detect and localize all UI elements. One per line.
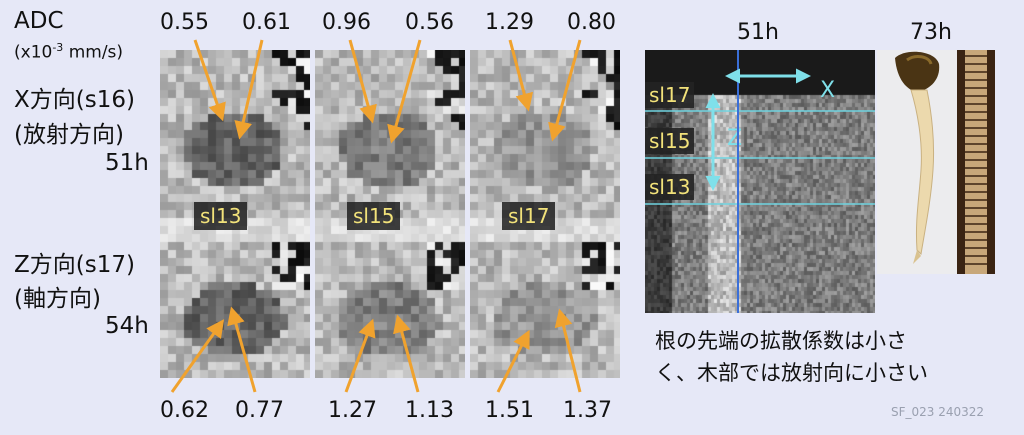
adc-value: 1.29 [485,10,534,35]
adc-label: ADC [14,8,64,34]
adc-value: 1.37 [563,398,612,423]
slide-footer: SF_023 240322 [891,405,985,419]
slice-tag: sl15 [347,202,401,230]
adc-value: 1.51 [485,398,534,423]
axis-z-label: Z [727,126,743,151]
units-exponent: -3 [52,41,64,54]
slice-tag: sl13 [194,202,248,230]
x-direction-label: X方向(s16) [14,87,135,113]
photo-time-label: 73h [910,20,952,45]
slice-label: sl17 [645,82,695,108]
mri-time-label: 51h [737,20,779,45]
adc-value: 0.77 [235,398,284,423]
adc-value: 1.27 [328,398,377,423]
z-direction-sub: (軸方向) [14,286,101,312]
adc-value: 0.56 [405,10,454,35]
adc-value: 1.13 [405,398,454,423]
z-direction-label: Z方向(s17) [14,252,135,278]
mri-longitudinal-view: sl17 sl15 sl13 X Z [645,50,875,313]
slice-label: sl13 [645,174,695,200]
adc-value: 0.62 [160,398,209,423]
adc-value: 0.55 [160,10,209,35]
caption-line-2: く、木部では放射向に小さい [655,361,928,385]
slice-label: sl15 [645,128,695,154]
adc-units: (x10-3 mm/s) [14,41,123,63]
adc-panel-sl15: sl15 [315,50,465,378]
x-direction-sub: (放射方向) [14,122,124,148]
caption-line-1: 根の先端の拡散係数は小さ [655,329,907,353]
adc-value: 0.61 [242,10,291,35]
units-prefix: (x10 [14,42,53,63]
x-time-label: 51h [105,150,149,176]
adc-value: 0.80 [567,10,616,35]
z-time-label: 54h [105,313,149,339]
adc-panel-sl13: sl13 [160,50,310,378]
slice-tag: sl17 [502,202,556,230]
root-illustration [877,50,995,274]
adc-value: 0.96 [322,10,371,35]
units-suffix: mm/s) [63,42,124,63]
root-photo [877,50,995,274]
axis-x-label: X [820,78,836,103]
adc-panel-sl17: sl17 [470,50,620,378]
